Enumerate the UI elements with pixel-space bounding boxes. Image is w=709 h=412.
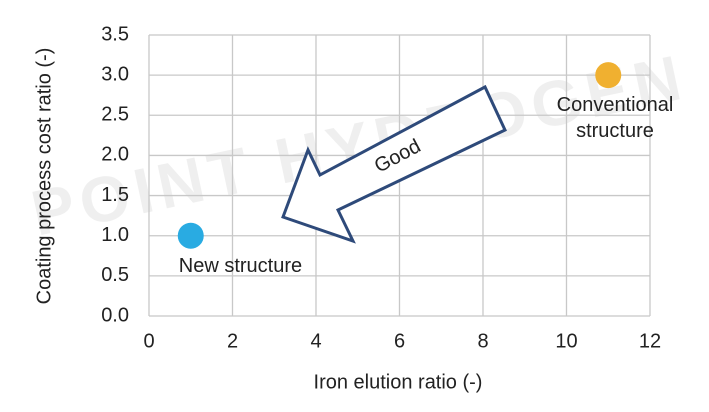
x-tick-label: 2 — [227, 330, 238, 352]
point-label: Conventional structure — [556, 94, 674, 143]
x-tick-label: 10 — [555, 330, 577, 352]
y-tick-label: 0.5 — [101, 264, 129, 286]
y-tick-label: 2.0 — [101, 144, 129, 166]
y-tick-label: 1.5 — [101, 184, 129, 206]
y-tick-label: 3.0 — [101, 63, 129, 85]
y-tick-label: 0.0 — [101, 304, 129, 326]
x-tick-label: 0 — [143, 330, 154, 352]
x-tick-label: 4 — [310, 330, 321, 352]
y-tick-label: 2.5 — [101, 104, 129, 126]
point — [177, 222, 204, 249]
point-label: New structure — [178, 254, 303, 277]
good-arrow — [281, 84, 507, 244]
x-tick-label: 8 — [477, 330, 488, 352]
x-axis-title: Iron elution ratio (-) — [314, 371, 483, 393]
y-tick-label: 3.5 — [101, 23, 129, 45]
point — [595, 62, 622, 89]
y-tick-label: 1.0 — [101, 224, 129, 246]
x-tick-label: 12 — [639, 330, 661, 352]
y-axis-title: Coating process cost ratio (-) — [33, 48, 55, 305]
x-tick-label: 6 — [394, 330, 405, 352]
